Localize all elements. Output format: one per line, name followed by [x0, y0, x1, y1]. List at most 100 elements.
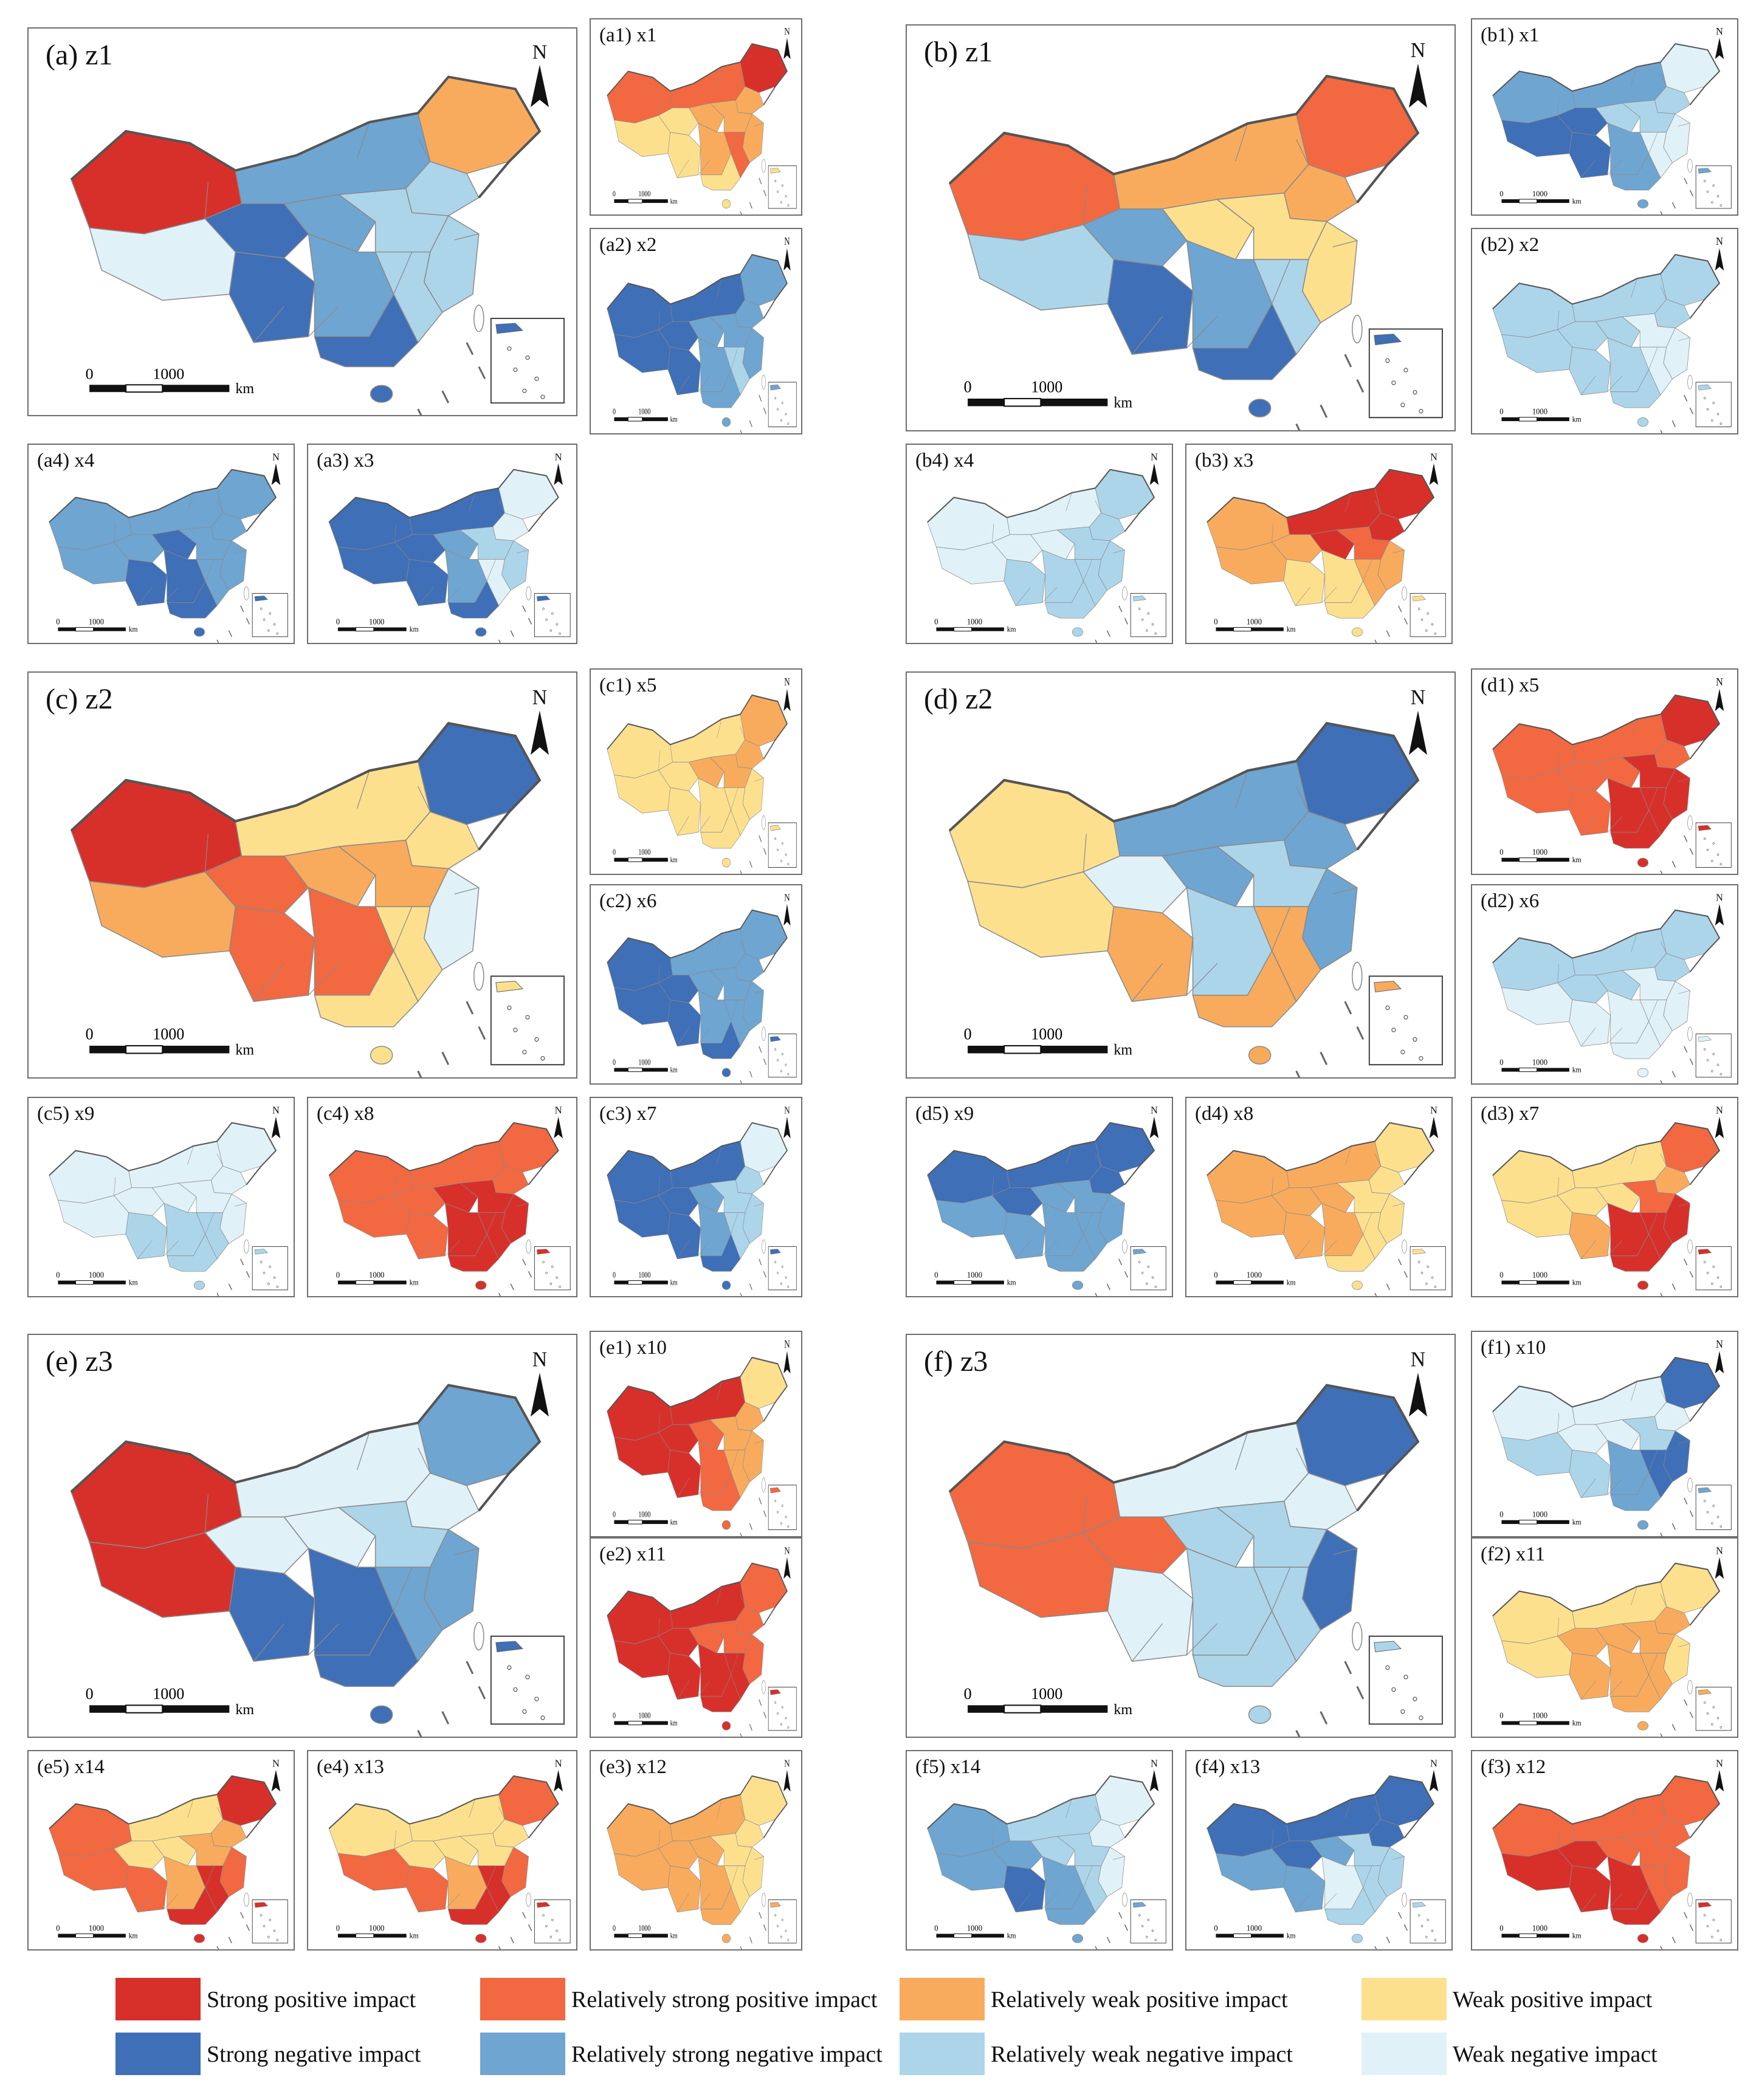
hainan-island: [721, 1520, 731, 1530]
province-region: [1045, 1887, 1096, 1925]
svg-text:0: 0: [934, 1270, 938, 1279]
svg-text:km: km: [1007, 1278, 1017, 1286]
hainan-island: [193, 1934, 205, 1943]
province-region: [1595, 316, 1640, 348]
scale-bar: 0 1000 km: [934, 1270, 1016, 1287]
south-china-sea-inset: [768, 1246, 797, 1291]
hainan-island: [370, 385, 393, 403]
scale-bar: 0 1000 km: [934, 617, 1016, 634]
south-china-sea-inset: [1130, 592, 1166, 637]
svg-text:N: N: [1151, 1757, 1158, 1769]
hainan-island: [1637, 1721, 1649, 1731]
hainan-island: [370, 1046, 393, 1065]
panel-label: (f1) x10: [1481, 1337, 1546, 1359]
svg-text:N: N: [1411, 685, 1426, 709]
china-map: N 0 1000 km: [328, 1757, 571, 1949]
legend-swatch: [1361, 1978, 1447, 2020]
china-map: N 0 1000 km: [49, 451, 288, 643]
province-region: [89, 871, 236, 958]
province-region: [1569, 132, 1611, 179]
svg-text:N: N: [1716, 891, 1723, 903]
province-region: [1610, 1021, 1661, 1059]
hainan-island: [721, 199, 731, 208]
province-region: [1501, 1432, 1573, 1476]
map-panel: N 0 1000 km (c) z2: [27, 671, 577, 1079]
province-region: [283, 846, 376, 907]
scale-bar: 0 1000 km: [56, 1270, 138, 1287]
panel-label: (d2) x6: [1481, 890, 1540, 912]
province-region: [614, 769, 671, 814]
south-china-sea-inset: [1368, 1635, 1443, 1725]
hainan-island: [1637, 199, 1649, 208]
svg-text:km: km: [1007, 625, 1017, 633]
north-arrow-icon: N: [1715, 676, 1724, 712]
legend-swatch: [1361, 2033, 1447, 2075]
south-china-sea-inset: [490, 975, 565, 1066]
map-panel: N 0 1000 km (f4) x13: [1185, 1750, 1453, 1951]
scale-bar: 0 1000 km: [1214, 1270, 1296, 1287]
china-map: N 0 1000 km: [948, 685, 1443, 1077]
china-map: N 0 1000 km: [328, 451, 571, 643]
map-panel: N 0 1000 km (c5) x9: [27, 1097, 295, 1297]
china-map: N 0 1000 km: [49, 1757, 288, 1949]
scale-bar: 0 1000 km: [964, 377, 1132, 411]
province-region: [57, 1848, 129, 1891]
north-arrow-icon: N: [554, 1104, 563, 1139]
south-china-sea-inset: [252, 1246, 288, 1291]
hainan-island: [1072, 627, 1084, 637]
map-panel: N 0 1000 km (b1) x1: [1471, 18, 1738, 216]
china-map: N 0 1000 km: [607, 892, 797, 1083]
svg-text:1000: 1000: [638, 407, 650, 416]
province-region: [1610, 153, 1661, 191]
province-region: [1162, 846, 1255, 907]
china-map: N 0 1000 km: [607, 1545, 797, 1737]
map-panel: N 0 1000 km (c1) x5: [590, 668, 802, 875]
province-region: [1030, 1182, 1075, 1213]
south-china-sea-inset: [1410, 1899, 1446, 1944]
panel-label: (b) z1: [924, 36, 993, 68]
svg-text:0: 0: [964, 1024, 972, 1043]
province-region: [1030, 529, 1075, 560]
province-region: [1595, 1182, 1640, 1213]
scale-bar: 0 1000 km: [1499, 407, 1582, 424]
province-region: [151, 1836, 197, 1866]
svg-text:km: km: [1287, 1931, 1296, 1940]
svg-text:km: km: [1114, 394, 1132, 411]
province-region: [614, 329, 671, 373]
province-region: [667, 346, 701, 396]
province-region: [700, 1472, 741, 1511]
svg-text:km: km: [235, 381, 254, 397]
south-china-sea-inset: [768, 1899, 797, 1944]
svg-text:N: N: [272, 1757, 280, 1769]
svg-text:1000: 1000: [89, 1923, 104, 1932]
province-region: [89, 218, 236, 301]
scale-bar: 0 1000 km: [1214, 1923, 1296, 1940]
scale-bar: 0 1000 km: [934, 1923, 1016, 1940]
province-region: [229, 1566, 315, 1662]
svg-text:N: N: [1430, 1757, 1437, 1769]
south-china-sea-inset: [768, 165, 797, 209]
province-region: [1215, 542, 1287, 585]
svg-text:km: km: [1572, 197, 1582, 205]
svg-text:km: km: [129, 1278, 139, 1286]
svg-text:N: N: [1716, 1339, 1723, 1351]
legend-swatch: [480, 2033, 565, 2075]
svg-text:N: N: [1716, 1757, 1723, 1769]
hainan-island: [193, 1280, 205, 1290]
legend-swatch: [900, 1978, 985, 2020]
china-map: N 0 1000 km: [607, 1758, 797, 1949]
svg-text:0: 0: [1214, 1270, 1217, 1279]
province-region: [167, 580, 218, 619]
province-region: [1610, 1472, 1661, 1511]
hainan-island: [721, 857, 731, 868]
province-region: [337, 1195, 410, 1238]
south-china-sea-inset: [768, 1484, 797, 1531]
svg-text:km: km: [1572, 1931, 1582, 1940]
svg-text:1000: 1000: [153, 365, 184, 382]
svg-text:1000: 1000: [89, 1270, 104, 1279]
north-arrow-icon: N: [1715, 1339, 1724, 1374]
hainan-island: [1637, 1520, 1649, 1530]
province-region: [1030, 1836, 1075, 1866]
svg-text:0: 0: [934, 1923, 938, 1932]
legend-label: Weak positive impact: [1453, 1987, 1653, 2012]
